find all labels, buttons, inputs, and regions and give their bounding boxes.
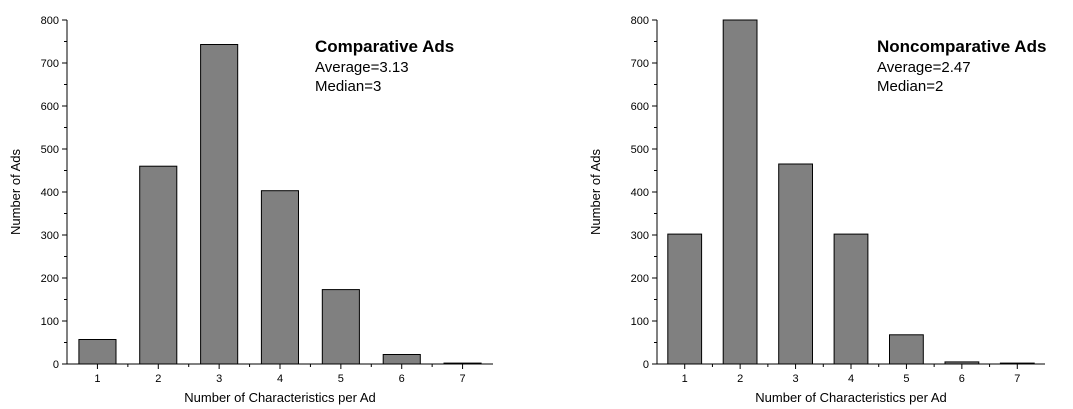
y-tick-label: 200 bbox=[631, 273, 649, 285]
y-tick-label: 400 bbox=[41, 187, 59, 199]
bar-1 bbox=[667, 233, 703, 365]
y-tick-label: 700 bbox=[41, 58, 59, 70]
y-axis-title: Number of Ads bbox=[588, 149, 603, 235]
x-axis-title: Number of Characteristics per Ad bbox=[184, 390, 375, 405]
y-tick-label: 0 bbox=[643, 359, 649, 371]
x-axis-title: Number of Characteristics per Ad bbox=[755, 390, 946, 405]
bar-5 bbox=[889, 334, 924, 365]
y-tick-label: 600 bbox=[41, 101, 59, 113]
y-tick-label: 600 bbox=[631, 101, 649, 113]
bar-2 bbox=[722, 19, 758, 365]
annotation-median: Median=2 bbox=[877, 78, 943, 95]
noncomparative-ads-chart: Number of Ads Number of Characteristics … bbox=[588, 15, 1046, 405]
comparative-ads-chart: Number of Ads Number of Characteristics … bbox=[8, 15, 493, 405]
y-tick-label: 100 bbox=[631, 316, 649, 328]
x-tick-label: 2 bbox=[155, 373, 161, 385]
x-tick-label: 2 bbox=[737, 373, 743, 385]
bar-3 bbox=[200, 44, 239, 365]
x-tick-label: 7 bbox=[460, 373, 466, 385]
x-tick-label: 5 bbox=[903, 373, 909, 385]
x-tick-label: 6 bbox=[399, 373, 405, 385]
x-tick-label: 1 bbox=[682, 373, 688, 385]
annotation-title: Noncomparative Ads bbox=[877, 37, 1046, 56]
annotation-median: Median=3 bbox=[315, 78, 381, 95]
x-tick-label: 3 bbox=[216, 373, 222, 385]
x-tick-label: 1 bbox=[94, 373, 100, 385]
bar-3 bbox=[778, 163, 814, 365]
y-tick-label: 300 bbox=[41, 230, 59, 242]
y-tick-label: 800 bbox=[631, 15, 649, 27]
x-tick-label: 5 bbox=[338, 373, 344, 385]
y-tick-label: 100 bbox=[41, 316, 59, 328]
bar-4 bbox=[833, 233, 869, 365]
annotation-title: Comparative Ads bbox=[315, 37, 454, 56]
x-tick-label: 6 bbox=[959, 373, 965, 385]
y-tick-label: 800 bbox=[41, 15, 59, 27]
y-axis-title: Number of Ads bbox=[8, 149, 23, 235]
y-tick-label: 500 bbox=[631, 144, 649, 156]
bar-1 bbox=[78, 339, 117, 365]
y-tick-label: 500 bbox=[41, 144, 59, 156]
bar-2 bbox=[139, 165, 178, 365]
x-tick-label: 7 bbox=[1014, 373, 1020, 385]
y-tick-label: 400 bbox=[631, 187, 649, 199]
x-tick-label: 3 bbox=[793, 373, 799, 385]
y-tick-label: 200 bbox=[41, 273, 59, 285]
annotation-average: Average=3.13 bbox=[315, 59, 409, 76]
y-tick-label: 700 bbox=[631, 58, 649, 70]
x-tick-label: 4 bbox=[848, 373, 854, 385]
y-tick-label: 300 bbox=[631, 230, 649, 242]
bar-4 bbox=[260, 190, 299, 365]
annotation-average: Average=2.47 bbox=[877, 59, 971, 76]
x-tick-label: 4 bbox=[277, 373, 283, 385]
y-tick-label: 0 bbox=[53, 359, 59, 371]
bar-6 bbox=[382, 354, 421, 365]
bar-5 bbox=[321, 289, 360, 365]
